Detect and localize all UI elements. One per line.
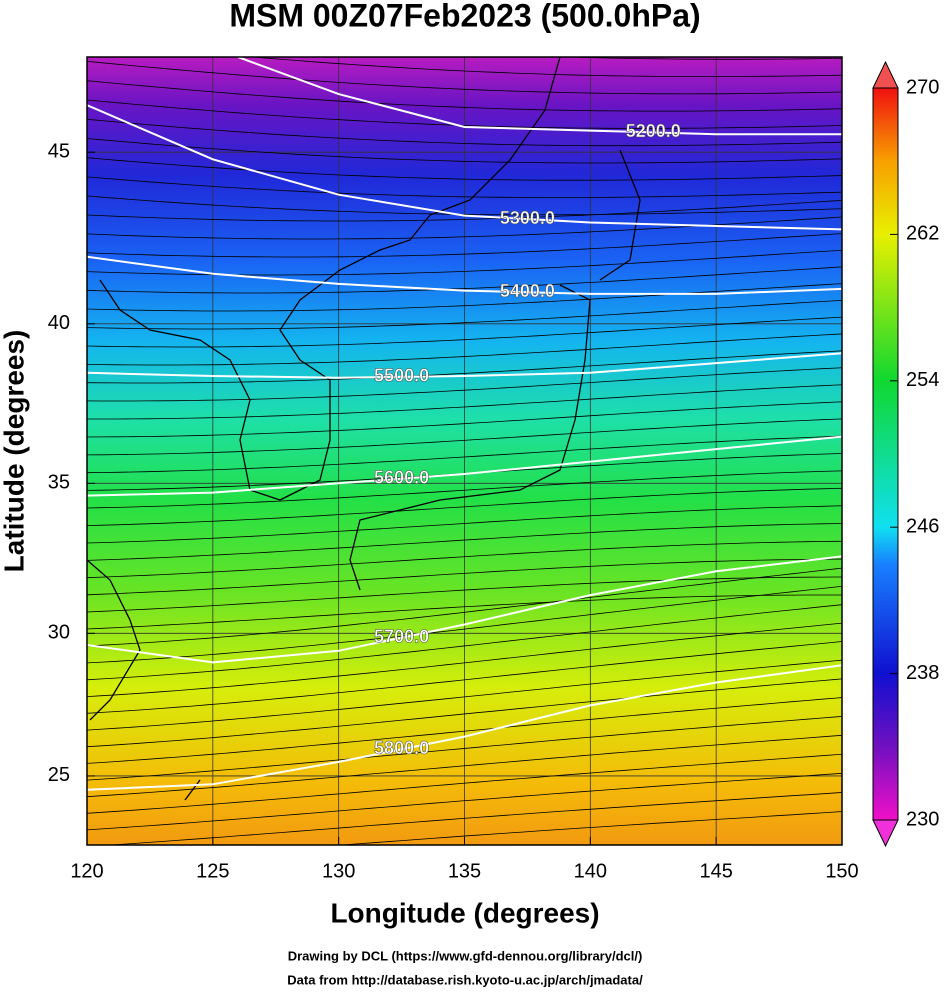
y-tick-label: 30 (48, 622, 70, 644)
contour-label: 5800.0 (374, 738, 429, 758)
streamline (87, 487, 842, 526)
colorbar-tick-label: 254 (906, 369, 939, 391)
streamline (87, 594, 842, 630)
streamline (87, 367, 842, 402)
streamline (87, 772, 842, 831)
streamline (87, 659, 842, 731)
streamline (87, 138, 842, 164)
x-tick-label: 145 (699, 860, 732, 882)
streamline (87, 195, 842, 216)
streamline (87, 316, 842, 348)
chart-title: MSM 00Z07Feb2023 (500.0hPa) (229, 0, 700, 33)
plot-area: 5200.0 5300.0 5400.0 5500.0 5600.0 5700.0 5800… (87, 57, 842, 845)
x-tick-label: 140 (574, 860, 607, 882)
streamline (87, 641, 842, 714)
streamline (87, 558, 842, 596)
streamline (87, 540, 842, 579)
contour-label: 5600.0 (374, 467, 429, 487)
contour-label: 5700.0 (374, 626, 429, 646)
streamline (87, 470, 842, 509)
colorbar (872, 87, 899, 821)
contour-line (87, 555, 842, 664)
contour-line (87, 352, 842, 379)
x-axis-label: Longitude (degrees) (330, 897, 599, 928)
contour-line (87, 664, 842, 791)
colorbar-tick-label: 270 (906, 76, 939, 98)
x-tick-label: 125 (196, 860, 229, 882)
credit: Drawing by DCL (https://www.gfd-dennou.o… (288, 948, 643, 963)
streamline (87, 604, 842, 681)
streamline (87, 435, 842, 474)
streamline (87, 401, 842, 438)
streamline (87, 333, 842, 366)
y-tick-label: 40 (48, 312, 70, 334)
streamline (87, 384, 842, 420)
x-tick-label: 120 (70, 860, 103, 882)
streamline (87, 233, 842, 258)
streamline (87, 567, 842, 647)
x-tick-label: 150 (825, 860, 858, 882)
colorbar-min-arrow (872, 819, 899, 848)
streamline (87, 697, 842, 764)
colorbar-axis: 230 238 246 254 262 270 (890, 76, 939, 830)
streamline (87, 734, 842, 798)
streamline (87, 505, 842, 544)
contour-line (87, 255, 842, 295)
streamline (87, 266, 842, 294)
coastline (87, 57, 641, 801)
streamline (87, 176, 842, 198)
streamline (87, 299, 842, 330)
streamline (336, 811, 842, 845)
streamline (87, 216, 842, 240)
contour-label: 5200.0 (626, 121, 681, 141)
streamline (87, 283, 842, 312)
streamline (87, 118, 842, 147)
streamline (247, 57, 842, 77)
colorbar-tick-label: 238 (906, 662, 939, 684)
contour-label: 5500.0 (374, 366, 429, 386)
streamline (87, 60, 842, 95)
streamline (557, 57, 842, 60)
credit: Data from http://database.rish.kyoto-u.a… (287, 972, 643, 987)
streamline (87, 585, 842, 664)
streamlines (87, 57, 842, 845)
x-tick-label: 130 (322, 860, 355, 882)
axes: 120 125 130 135 140 145 150 25 30 35 40 45 (48, 140, 859, 882)
colorbar-max-arrow (872, 60, 899, 89)
streamline (87, 715, 842, 781)
streamline (87, 576, 842, 613)
contour-label: 5300.0 (500, 208, 555, 228)
x-tick-label: 135 (448, 860, 481, 882)
y-tick-label: 35 (48, 472, 70, 494)
streamline (87, 418, 842, 456)
colorbar-tick-label: 262 (906, 223, 939, 245)
streamline (87, 157, 842, 181)
y-tick-label: 25 (48, 764, 70, 786)
colorbar-tick-label: 246 (906, 515, 939, 537)
streamline (87, 199, 842, 222)
streamline (104, 792, 842, 845)
grid (87, 57, 842, 845)
colorbar-tick-label: 230 (906, 808, 939, 830)
y-tick-label: 45 (48, 140, 70, 162)
streamline (87, 753, 842, 814)
streamline (87, 523, 842, 561)
streamline (87, 350, 842, 384)
contour-line (237, 57, 842, 136)
y-axis-label: Latitude (degrees) (0, 330, 29, 573)
streamline (87, 80, 842, 112)
contour-label: 5400.0 (500, 281, 555, 301)
streamline (87, 622, 842, 697)
contours: 5200.0 5300.0 5400.0 5500.0 5600.0 5700.0 5800… (87, 57, 842, 791)
contour-line (87, 104, 842, 231)
streamline (87, 99, 842, 129)
contour-line (87, 435, 842, 497)
streamline (87, 678, 842, 748)
